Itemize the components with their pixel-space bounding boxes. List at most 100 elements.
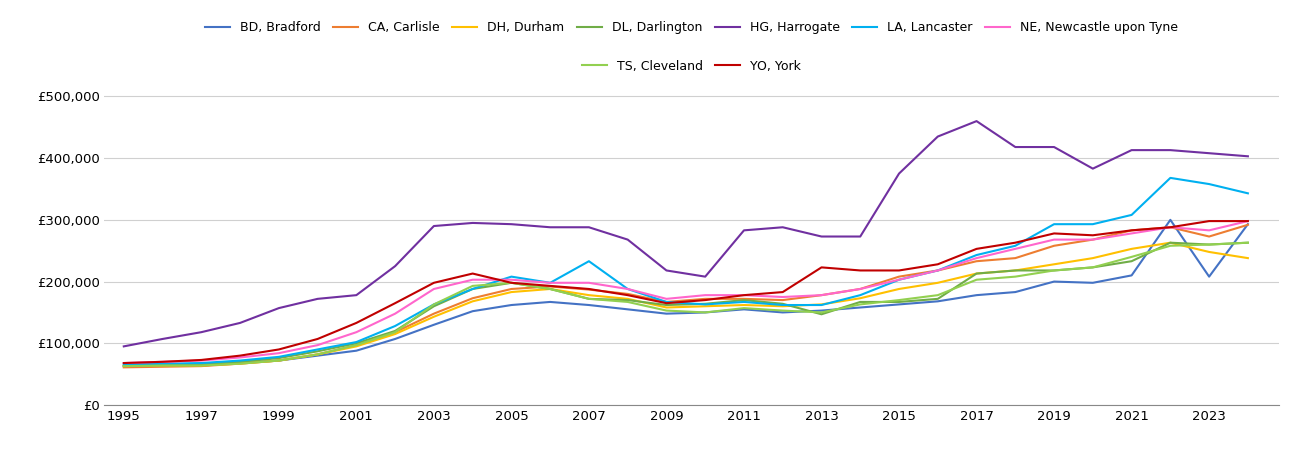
- NE, Newcastle upon Tyne: [1202, 228, 1218, 233]
- LA, Lancaster: [1202, 181, 1218, 187]
- DL, Darlington: [775, 301, 791, 306]
- LA, Lancaster: [504, 274, 519, 279]
- BD, Bradford: [659, 311, 675, 316]
- DL, Darlington: [1163, 240, 1178, 245]
- DH, Durham: [891, 286, 907, 292]
- YO, York: [1240, 218, 1255, 224]
- NE, Newcastle upon Tyne: [155, 359, 171, 364]
- BD, Bradford: [891, 302, 907, 307]
- LA, Lancaster: [271, 354, 287, 360]
- TS, Cleveland: [155, 363, 171, 368]
- Line: HG, Harrogate: HG, Harrogate: [124, 121, 1248, 346]
- TS, Cleveland: [1240, 240, 1255, 245]
- DL, Darlington: [543, 286, 559, 292]
- YO, York: [968, 246, 984, 252]
- TS, Cleveland: [388, 329, 403, 335]
- NE, Newcastle upon Tyne: [348, 329, 364, 335]
- TS, Cleveland: [891, 297, 907, 303]
- NE, Newcastle upon Tyne: [852, 286, 868, 292]
- NE, Newcastle upon Tyne: [659, 296, 675, 302]
- BD, Bradford: [388, 336, 403, 342]
- HG, Harrogate: [1240, 153, 1255, 159]
- DH, Durham: [543, 286, 559, 292]
- YO, York: [425, 280, 441, 285]
- BD, Bradford: [852, 305, 868, 310]
- LA, Lancaster: [1047, 221, 1062, 227]
- TS, Cleveland: [1202, 242, 1218, 247]
- DL, Darlington: [1124, 258, 1139, 264]
- DH, Durham: [659, 305, 675, 310]
- LA, Lancaster: [116, 361, 132, 367]
- DL, Darlington: [504, 280, 519, 285]
- YO, York: [891, 268, 907, 273]
- NE, Newcastle upon Tyne: [736, 292, 752, 298]
- LA, Lancaster: [891, 277, 907, 283]
- HG, Harrogate: [697, 274, 713, 279]
- YO, York: [465, 271, 480, 276]
- BD, Bradford: [116, 364, 132, 369]
- LA, Lancaster: [659, 299, 675, 305]
- HG, Harrogate: [271, 306, 287, 311]
- DH, Durham: [697, 304, 713, 309]
- BD, Bradford: [697, 310, 713, 315]
- HG, Harrogate: [465, 220, 480, 225]
- HG, Harrogate: [968, 118, 984, 124]
- DH, Durham: [1007, 268, 1023, 273]
- LA, Lancaster: [1240, 191, 1255, 196]
- HG, Harrogate: [659, 268, 675, 273]
- LA, Lancaster: [620, 286, 636, 292]
- TS, Cleveland: [309, 352, 325, 357]
- TS, Cleveland: [581, 296, 596, 302]
- LA, Lancaster: [930, 268, 946, 273]
- LA, Lancaster: [1084, 221, 1100, 227]
- TS, Cleveland: [271, 358, 287, 363]
- HG, Harrogate: [775, 225, 791, 230]
- Line: TS, Cleveland: TS, Cleveland: [124, 243, 1248, 366]
- BD, Bradford: [930, 299, 946, 304]
- DL, Darlington: [581, 296, 596, 302]
- HG, Harrogate: [581, 225, 596, 230]
- YO, York: [116, 360, 132, 366]
- YO, York: [736, 292, 752, 298]
- CA, Carlisle: [968, 258, 984, 264]
- BD, Bradford: [504, 302, 519, 308]
- TS, Cleveland: [659, 308, 675, 313]
- YO, York: [388, 301, 403, 306]
- LA, Lancaster: [309, 347, 325, 352]
- YO, York: [581, 286, 596, 292]
- NE, Newcastle upon Tyne: [968, 256, 984, 261]
- BD, Bradford: [155, 363, 171, 368]
- NE, Newcastle upon Tyne: [271, 351, 287, 356]
- TS, Cleveland: [620, 299, 636, 305]
- BD, Bradford: [543, 299, 559, 305]
- Legend: TS, Cleveland, YO, York: TS, Cleveland, YO, York: [577, 55, 806, 78]
- DH, Durham: [348, 344, 364, 349]
- CA, Carlisle: [1007, 256, 1023, 261]
- CA, Carlisle: [232, 361, 248, 366]
- BD, Bradford: [1163, 217, 1178, 223]
- DH, Durham: [1240, 256, 1255, 261]
- HG, Harrogate: [1124, 148, 1139, 153]
- DH, Durham: [968, 271, 984, 276]
- YO, York: [620, 292, 636, 298]
- LA, Lancaster: [348, 339, 364, 345]
- LA, Lancaster: [775, 302, 791, 308]
- CA, Carlisle: [852, 286, 868, 292]
- BD, Bradford: [581, 302, 596, 308]
- CA, Carlisle: [1163, 225, 1178, 230]
- YO, York: [193, 357, 209, 363]
- LA, Lancaster: [814, 302, 830, 308]
- YO, York: [543, 283, 559, 288]
- YO, York: [814, 265, 830, 270]
- HG, Harrogate: [852, 234, 868, 239]
- NE, Newcastle upon Tyne: [1047, 237, 1062, 242]
- DL, Darlington: [193, 361, 209, 367]
- LA, Lancaster: [425, 302, 441, 307]
- DH, Durham: [775, 304, 791, 309]
- YO, York: [309, 336, 325, 342]
- NE, Newcastle upon Tyne: [116, 360, 132, 366]
- HG, Harrogate: [1202, 150, 1218, 156]
- YO, York: [697, 297, 713, 303]
- BD, Bradford: [1007, 289, 1023, 295]
- CA, Carlisle: [271, 358, 287, 363]
